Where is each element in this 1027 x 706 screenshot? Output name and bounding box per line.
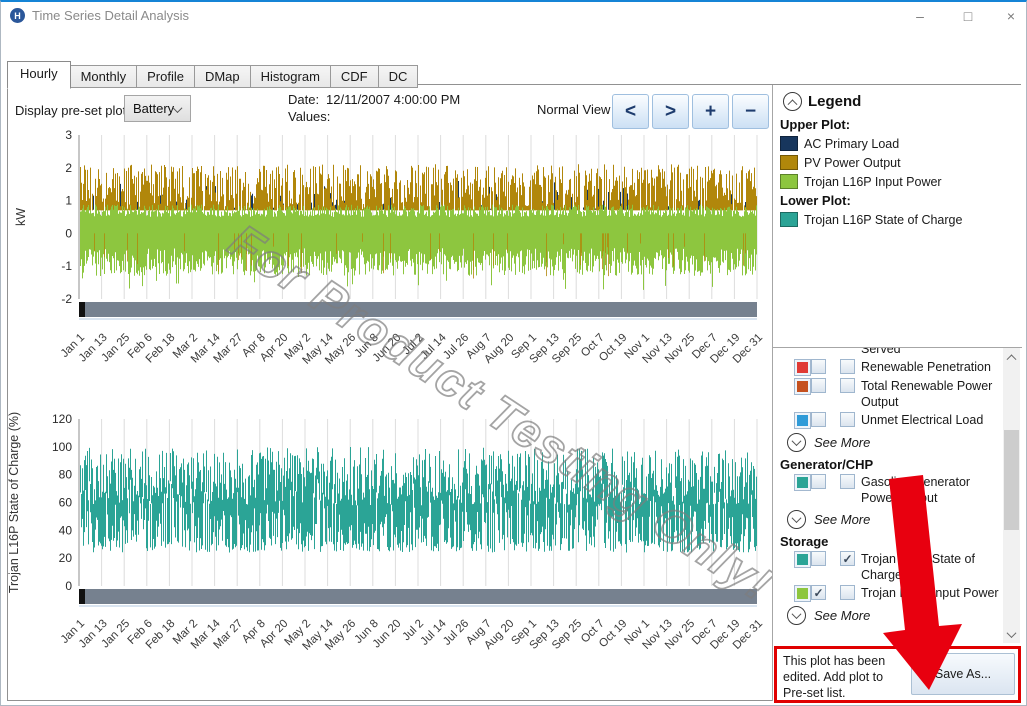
see-more-label: See More — [814, 512, 871, 527]
series-list-item: Gasoline Generator Power Output — [794, 474, 1001, 506]
series-color-swatch[interactable] — [794, 551, 811, 568]
lower-plot-checkbox[interactable] — [840, 585, 855, 600]
upper-plot-checkbox[interactable] — [811, 378, 826, 393]
save-as-button[interactable]: Save As... — [911, 653, 1015, 695]
legend-section-label: Upper Plot: — [780, 117, 851, 132]
chevron-up-icon — [787, 99, 798, 110]
series-list-item: Total Renewable Power Output — [794, 378, 1001, 410]
upper-plot-checkbox[interactable] — [811, 474, 826, 489]
see-more-label: See More — [814, 435, 871, 450]
legend-item: Trojan L16P State of Charge — [780, 212, 1016, 227]
series-item-label: Gasoline Generator Power Output — [861, 475, 971, 505]
series-color-swatch[interactable] — [794, 359, 811, 376]
series-item-label: Unmet Electrical Load — [861, 413, 984, 427]
legend-item: PV Power Output — [780, 155, 1016, 170]
series-list-item: ✓ Trojan L16P Input Power — [794, 585, 1001, 602]
legend-section-label: Lower Plot: — [780, 193, 851, 208]
tab-dc[interactable]: DC — [377, 65, 419, 88]
upper-plot-checkbox[interactable] — [811, 412, 826, 427]
save-plot-callout: This plot has been edited. Add plot to P… — [774, 646, 1021, 703]
chevron-down-circle-icon — [787, 510, 806, 529]
lower-plot-checkbox[interactable] — [840, 474, 855, 489]
right-panel: Legend Upper Plot: AC Primary Load PV Powe… — [772, 85, 1022, 701]
tab-profile[interactable]: Profile — [136, 65, 195, 88]
series-item-label: Trojan L16P State of Charge — [861, 552, 975, 582]
legend-color-swatch — [780, 136, 798, 151]
date-value: 12/11/2007 4:00:00 PM — [326, 92, 461, 107]
see-more-toggle[interactable]: See More — [787, 510, 1001, 529]
series-color-swatch[interactable] — [794, 378, 811, 395]
series-group-header: Storage — [780, 534, 829, 549]
tab-strip: Hourly Monthly Profile DMap Histogram CDF DC — [7, 61, 419, 89]
legend-item-label: PV Power Output — [804, 155, 901, 170]
legend-title: Legend — [808, 93, 862, 110]
view-mode-label: Normal View — [537, 102, 611, 117]
step-back-button[interactable]: < — [612, 94, 649, 129]
tab-histogram[interactable]: Histogram — [249, 65, 331, 88]
legend-color-swatch — [780, 155, 798, 170]
zoom-out-button[interactable]: − — [732, 94, 769, 129]
legend-collapse-button[interactable] — [783, 92, 802, 111]
scrollbar-thumb[interactable] — [1004, 430, 1019, 530]
legend-item-label: Trojan L16P State of Charge — [804, 212, 963, 227]
preset-plot-dropdown[interactable]: Battery — [124, 95, 191, 122]
see-more-label: See More — [814, 608, 871, 623]
maximize-button[interactable]: □ — [963, 7, 973, 24]
tab-hourly[interactable]: Hourly — [7, 61, 71, 89]
preset-plot-label: Display pre-set plot: — [15, 103, 130, 118]
window-title: Time Series Detail Analysis — [32, 8, 190, 23]
legend-item-label: AC Primary Load — [804, 136, 900, 151]
chevron-down-circle-icon — [787, 433, 806, 452]
tab-monthly[interactable]: Monthly — [69, 65, 138, 88]
upper-plot-checkbox[interactable]: ✓ — [811, 585, 826, 600]
see-more-toggle[interactable]: See More — [787, 606, 1001, 625]
panel-divider — [773, 347, 1022, 348]
step-forward-button[interactable]: > — [652, 94, 689, 129]
series-group-header: Generator/CHP — [780, 457, 874, 472]
scroll-down-button[interactable] — [1003, 626, 1020, 643]
legend-item: Trojan L16P Input Power — [780, 174, 1016, 189]
upper-plot-checkbox[interactable] — [811, 359, 826, 374]
legend-color-swatch — [780, 174, 798, 189]
lower-plot-checkbox[interactable]: ✓ — [840, 551, 855, 566]
close-button[interactable]: × — [1006, 7, 1016, 24]
legend-color-swatch — [780, 212, 798, 227]
series-item-label: Trojan L16P Input Power — [861, 586, 999, 600]
zoom-in-button[interactable]: + — [692, 94, 729, 129]
lower-plot-checkbox[interactable] — [840, 378, 855, 393]
legend-items: Upper Plot: AC Primary Load PV Power Outpu… — [780, 114, 1016, 231]
scroll-up-button[interactable] — [1003, 348, 1020, 365]
preset-plot-value: Battery — [133, 101, 175, 116]
series-item-label: Renewable Penetration — [861, 360, 991, 374]
date-label: Date: — [288, 92, 320, 107]
series-color-swatch[interactable] — [794, 474, 811, 491]
lower-plot-checkbox[interactable] — [840, 359, 855, 374]
tab-cdf[interactable]: CDF — [329, 65, 379, 88]
list-scrollbar[interactable] — [1003, 348, 1020, 643]
clipped-list-item: Served — [861, 348, 901, 356]
see-more-toggle[interactable]: See More — [787, 433, 1001, 452]
values-label: Values: — [288, 109, 331, 124]
legend-item: AC Primary Load — [780, 136, 1016, 151]
tab-dmap[interactable]: DMap — [193, 65, 251, 88]
minimize-button[interactable]: – — [916, 7, 924, 24]
chevron-down-circle-icon — [787, 606, 806, 625]
lower-plot-checkbox[interactable] — [840, 412, 855, 427]
legend-item-label: Trojan L16P Input Power — [804, 174, 942, 189]
series-list-item: Renewable Penetration — [794, 359, 1001, 376]
series-color-swatch[interactable] — [794, 585, 811, 602]
upper-plot-checkbox[interactable] — [811, 551, 826, 566]
series-list: Served Renewable Penetration Total Renewab… — [773, 348, 1021, 643]
series-list-item: Unmet Electrical Load — [794, 412, 1001, 429]
series-item-label: Total Renewable Power Output — [861, 379, 993, 409]
series-color-swatch[interactable] — [794, 412, 811, 429]
series-list-item: ✓ Trojan L16P State of Charge — [794, 551, 1001, 583]
app-logo-icon: H — [10, 8, 25, 23]
callout-message: This plot has been edited. Add plot to P… — [783, 654, 886, 700]
